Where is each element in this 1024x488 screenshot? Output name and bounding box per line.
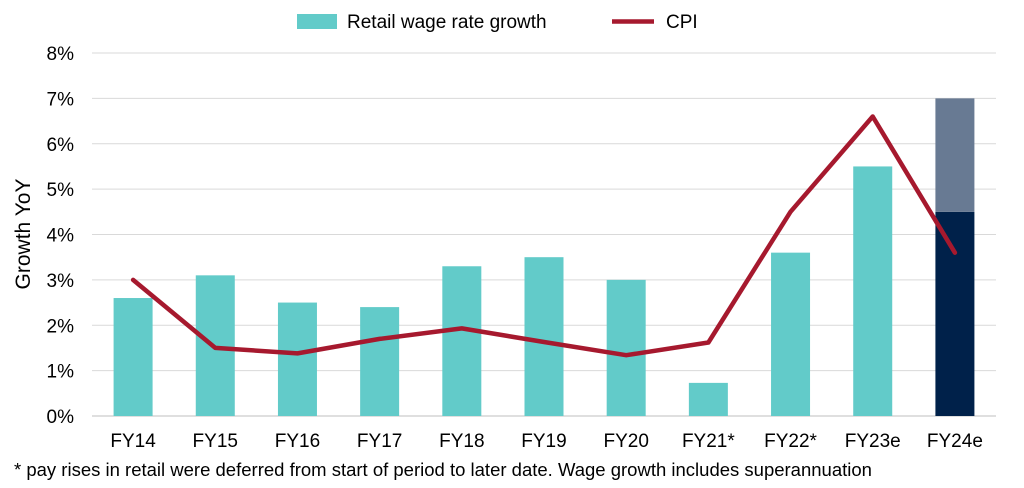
y-axis-title: Growth YoY xyxy=(12,179,35,290)
bar-FY22* xyxy=(771,252,811,416)
gridlines xyxy=(92,52,996,417)
bars xyxy=(113,98,975,416)
legend-swatch-wage xyxy=(297,14,337,29)
y-tick-label-4: 4% xyxy=(47,226,75,247)
bar-FY16 xyxy=(277,302,317,416)
cpi-point-FY18 xyxy=(461,328,462,329)
bar-FY21* xyxy=(688,382,728,416)
legend-label-cpi: CPI xyxy=(666,12,698,33)
cpi-line xyxy=(130,114,958,358)
cpi-line-layer xyxy=(130,114,958,358)
bar-FY18 xyxy=(442,266,482,416)
x-tick-label-FY18: FY18 xyxy=(439,431,484,452)
y-tick-label-1: 1% xyxy=(47,362,75,383)
bar-fy24e-upper-range xyxy=(935,98,975,212)
x-tick-label-FY21*: FY21* xyxy=(682,431,735,452)
cpi-point-FY17 xyxy=(379,338,380,339)
y-tick-label-3: 3% xyxy=(47,271,75,292)
legend: Retail wage rate growth CPI xyxy=(297,12,698,33)
footnote: * pay rises in retail were deferred from… xyxy=(14,459,872,480)
bar-fy24e-lower xyxy=(935,211,975,416)
x-tick-label-FY15: FY15 xyxy=(193,431,238,452)
cpi-point-FY24e xyxy=(954,252,955,253)
x-tick-label-FY19: FY19 xyxy=(521,431,566,452)
y-tick-label-5: 5% xyxy=(47,180,75,201)
x-tick-label-FY20: FY20 xyxy=(603,431,648,452)
cpi-point-FY14 xyxy=(133,279,134,280)
x-tick-label-FY22*: FY22* xyxy=(764,431,817,452)
cpi-point-FY19 xyxy=(544,342,545,343)
cpi-point-FY21* xyxy=(708,342,709,343)
y-tick-label-6: 6% xyxy=(47,135,75,156)
cpi-point-FY15 xyxy=(215,347,216,348)
x-tick-label-FY14: FY14 xyxy=(110,431,156,452)
x-tick-label-FY24e: FY24e xyxy=(927,431,983,452)
x-tick-label-FY16: FY16 xyxy=(275,431,320,452)
cpi-point-FY22* xyxy=(790,211,791,212)
y-tick-label-8: 8% xyxy=(47,44,75,65)
bar-FY23e xyxy=(853,166,893,416)
bar-FY17 xyxy=(360,307,400,416)
cpi-point-FY20 xyxy=(626,355,627,356)
legend-label-wage: Retail wage rate growth xyxy=(347,12,547,33)
bar-FY20 xyxy=(606,279,646,416)
cpi-point-FY16 xyxy=(297,353,298,354)
x-tick-labels: FY14 FY15 FY16 FY17 FY18 FY19 FY20 FY21* FY22* FY… xyxy=(110,431,983,452)
x-tick-label-FY17: FY17 xyxy=(357,431,402,452)
y-tick-label-0: 0% xyxy=(47,407,75,428)
y-tick-label-2: 2% xyxy=(47,316,75,337)
x-tick-label-FY23e: FY23e xyxy=(845,431,901,452)
y-tick-label-7: 7% xyxy=(47,89,75,110)
bar-FY19 xyxy=(524,257,564,416)
bar-FY14 xyxy=(113,298,153,416)
cpi-point-FY23e xyxy=(872,116,873,117)
y-tick-labels: 0% 1% 2% 3% 4% 5% 6% 7% 8% xyxy=(47,44,75,428)
